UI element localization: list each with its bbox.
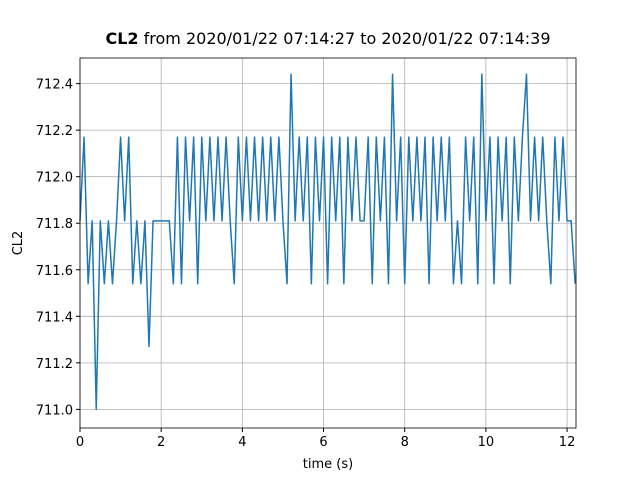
y-axis-label: CL2 [11,231,26,256]
y-tick-label: 712.0 [36,171,73,186]
x-tick-label: 8 [401,435,409,450]
y-tick-label: 711.6 [36,264,73,279]
y-tick-label: 711.0 [36,403,73,418]
title-text: from 2020/01/22 07:14:27 to 2020/01/22 0… [144,29,551,48]
data-line [79,73,576,411]
y-tick-label: 712.4 [36,78,73,93]
y-tick-label: 711.8 [36,217,73,232]
x-tick-label: 10 [478,435,495,450]
x-tick-label: 0 [76,435,84,450]
x-axis-label: time (s) [303,457,353,472]
y-tick-label: 712.2 [36,124,73,139]
x-tick-label: 2 [157,435,165,450]
title-prefix: CL2 [105,29,138,48]
x-tick-label: 4 [238,435,246,450]
x-tick-label: 6 [319,435,327,450]
plot-frame [79,57,577,429]
x-tick-label: 12 [559,435,576,450]
y-tick-label: 711.4 [36,310,73,325]
chart-title: CL2 from 2020/01/22 07:14:27 to 2020/01/… [105,29,550,48]
y-tick-label: 711.2 [36,357,73,372]
